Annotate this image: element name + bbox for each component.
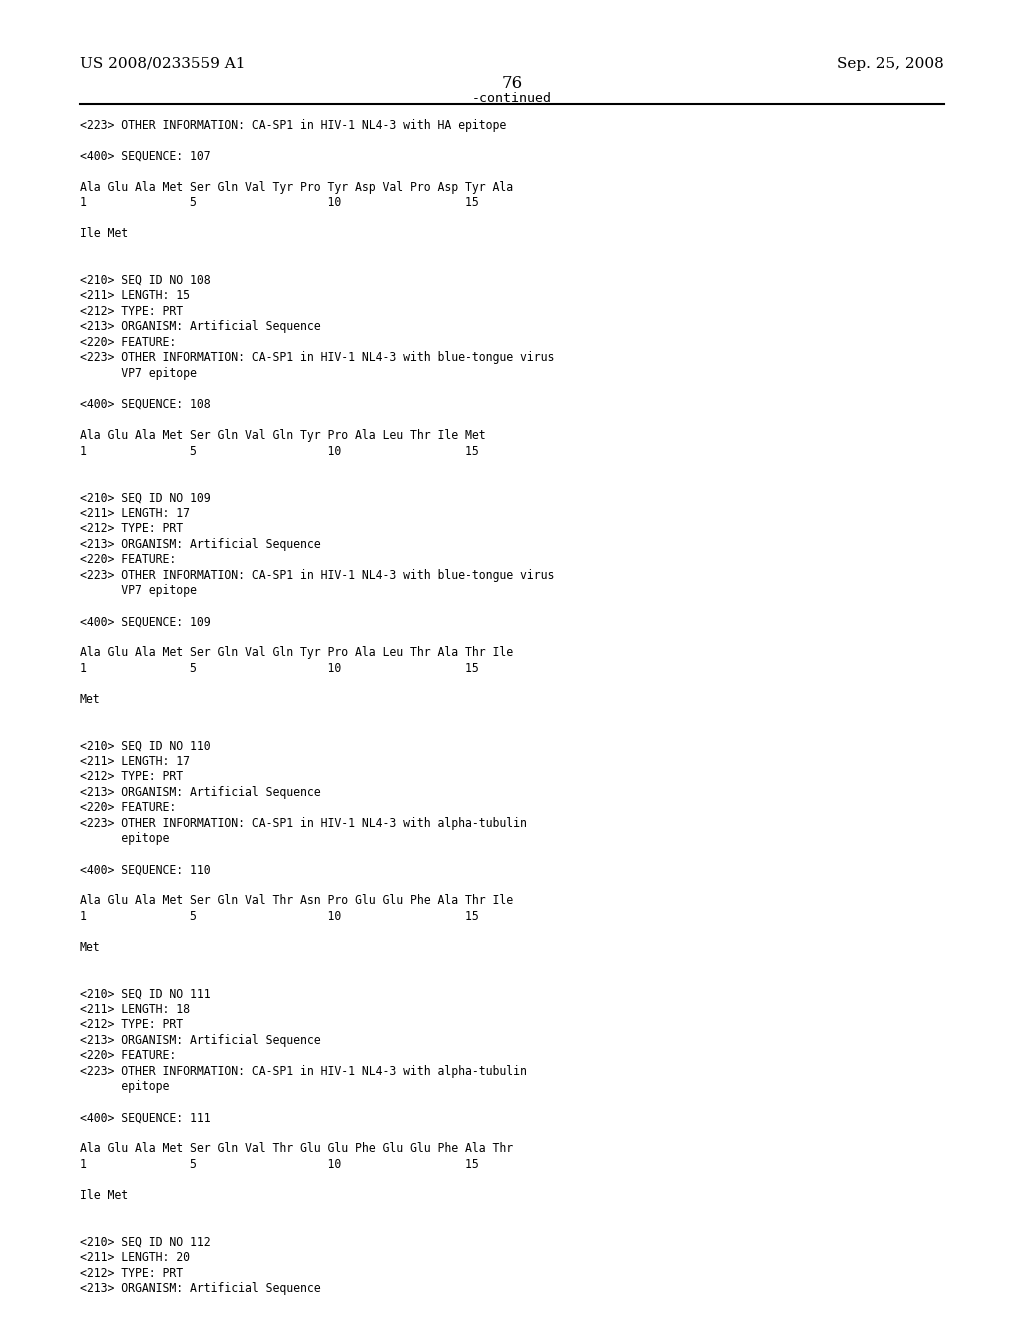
Text: <211> LENGTH: 17: <211> LENGTH: 17 bbox=[80, 507, 189, 520]
Text: <212> TYPE: PRT: <212> TYPE: PRT bbox=[80, 305, 183, 318]
Text: VP7 epitope: VP7 epitope bbox=[80, 585, 197, 597]
Text: 1               5                   10                  15: 1 5 10 15 bbox=[80, 1158, 478, 1171]
Text: <212> TYPE: PRT: <212> TYPE: PRT bbox=[80, 771, 183, 783]
Text: <211> LENGTH: 18: <211> LENGTH: 18 bbox=[80, 1003, 189, 1016]
Text: Met: Met bbox=[80, 941, 100, 954]
Text: 1               5                   10                  15: 1 5 10 15 bbox=[80, 197, 478, 210]
Text: Ala Glu Ala Met Ser Gln Val Tyr Pro Tyr Asp Val Pro Asp Tyr Ala: Ala Glu Ala Met Ser Gln Val Tyr Pro Tyr … bbox=[80, 181, 513, 194]
Text: Ile Met: Ile Met bbox=[80, 227, 128, 240]
Text: <220> FEATURE:: <220> FEATURE: bbox=[80, 1049, 176, 1063]
Text: 1               5                   10                  15: 1 5 10 15 bbox=[80, 661, 478, 675]
Text: <400> SEQUENCE: 110: <400> SEQUENCE: 110 bbox=[80, 863, 211, 876]
Text: <400> SEQUENCE: 111: <400> SEQUENCE: 111 bbox=[80, 1111, 211, 1125]
Text: <220> FEATURE:: <220> FEATURE: bbox=[80, 801, 176, 814]
Text: <213> ORGANISM: Artificial Sequence: <213> ORGANISM: Artificial Sequence bbox=[80, 1034, 321, 1047]
Text: <400> SEQUENCE: 108: <400> SEQUENCE: 108 bbox=[80, 399, 211, 411]
Text: <400> SEQUENCE: 109: <400> SEQUENCE: 109 bbox=[80, 615, 211, 628]
Text: <213> ORGANISM: Artificial Sequence: <213> ORGANISM: Artificial Sequence bbox=[80, 537, 321, 550]
Text: Ala Glu Ala Met Ser Gln Val Thr Glu Glu Phe Glu Glu Phe Ala Thr: Ala Glu Ala Met Ser Gln Val Thr Glu Glu … bbox=[80, 1143, 513, 1155]
Text: <213> ORGANISM: Artificial Sequence: <213> ORGANISM: Artificial Sequence bbox=[80, 1282, 321, 1295]
Text: <223> OTHER INFORMATION: CA-SP1 in HIV-1 NL4-3 with HA epitope: <223> OTHER INFORMATION: CA-SP1 in HIV-1… bbox=[80, 119, 506, 132]
Text: <223> OTHER INFORMATION: CA-SP1 in HIV-1 NL4-3 with alpha-tubulin: <223> OTHER INFORMATION: CA-SP1 in HIV-1… bbox=[80, 817, 526, 830]
Text: 1               5                   10                  15: 1 5 10 15 bbox=[80, 445, 478, 458]
Text: <213> ORGANISM: Artificial Sequence: <213> ORGANISM: Artificial Sequence bbox=[80, 321, 321, 334]
Text: <211> LENGTH: 17: <211> LENGTH: 17 bbox=[80, 755, 189, 768]
Text: <212> TYPE: PRT: <212> TYPE: PRT bbox=[80, 1267, 183, 1279]
Text: <223> OTHER INFORMATION: CA-SP1 in HIV-1 NL4-3 with blue-tongue virus: <223> OTHER INFORMATION: CA-SP1 in HIV-1… bbox=[80, 351, 554, 364]
Text: <210> SEQ ID NO 108: <210> SEQ ID NO 108 bbox=[80, 275, 211, 286]
Text: Ala Glu Ala Met Ser Gln Val Gln Tyr Pro Ala Leu Thr Ala Thr Ile: Ala Glu Ala Met Ser Gln Val Gln Tyr Pro … bbox=[80, 647, 513, 659]
Text: <220> FEATURE:: <220> FEATURE: bbox=[80, 337, 176, 348]
Text: US 2008/0233559 A1: US 2008/0233559 A1 bbox=[80, 57, 246, 71]
Text: VP7 epitope: VP7 epitope bbox=[80, 367, 197, 380]
Text: <213> ORGANISM: Artificial Sequence: <213> ORGANISM: Artificial Sequence bbox=[80, 785, 321, 799]
Text: 1               5                   10                  15: 1 5 10 15 bbox=[80, 909, 478, 923]
Text: <220> FEATURE:: <220> FEATURE: bbox=[80, 553, 176, 566]
Text: epitope: epitope bbox=[80, 833, 169, 845]
Text: Ala Glu Ala Met Ser Gln Val Gln Tyr Pro Ala Leu Thr Ile Met: Ala Glu Ala Met Ser Gln Val Gln Tyr Pro … bbox=[80, 429, 485, 442]
Text: <210> SEQ ID NO 110: <210> SEQ ID NO 110 bbox=[80, 739, 211, 752]
Text: <400> SEQUENCE: 107: <400> SEQUENCE: 107 bbox=[80, 150, 211, 162]
Text: 76: 76 bbox=[502, 75, 522, 92]
Text: <210> SEQ ID NO 111: <210> SEQ ID NO 111 bbox=[80, 987, 211, 1001]
Text: <212> TYPE: PRT: <212> TYPE: PRT bbox=[80, 523, 183, 535]
Text: -continued: -continued bbox=[472, 92, 552, 106]
Text: <223> OTHER INFORMATION: CA-SP1 in HIV-1 NL4-3 with blue-tongue virus: <223> OTHER INFORMATION: CA-SP1 in HIV-1… bbox=[80, 569, 554, 582]
Text: <211> LENGTH: 15: <211> LENGTH: 15 bbox=[80, 289, 189, 302]
Text: <223> OTHER INFORMATION: CA-SP1 in HIV-1 NL4-3 with alpha-tubulin: <223> OTHER INFORMATION: CA-SP1 in HIV-1… bbox=[80, 1065, 526, 1078]
Text: epitope: epitope bbox=[80, 1081, 169, 1093]
Text: <210> SEQ ID NO 112: <210> SEQ ID NO 112 bbox=[80, 1236, 211, 1249]
Text: Ile Met: Ile Met bbox=[80, 1189, 128, 1203]
Text: <211> LENGTH: 20: <211> LENGTH: 20 bbox=[80, 1251, 189, 1265]
Text: Met: Met bbox=[80, 693, 100, 706]
Text: Sep. 25, 2008: Sep. 25, 2008 bbox=[838, 57, 944, 71]
Text: Ala Glu Ala Met Ser Gln Val Thr Asn Pro Glu Glu Phe Ala Thr Ile: Ala Glu Ala Met Ser Gln Val Thr Asn Pro … bbox=[80, 895, 513, 907]
Text: <210> SEQ ID NO 109: <210> SEQ ID NO 109 bbox=[80, 491, 211, 504]
Text: <212> TYPE: PRT: <212> TYPE: PRT bbox=[80, 1019, 183, 1031]
